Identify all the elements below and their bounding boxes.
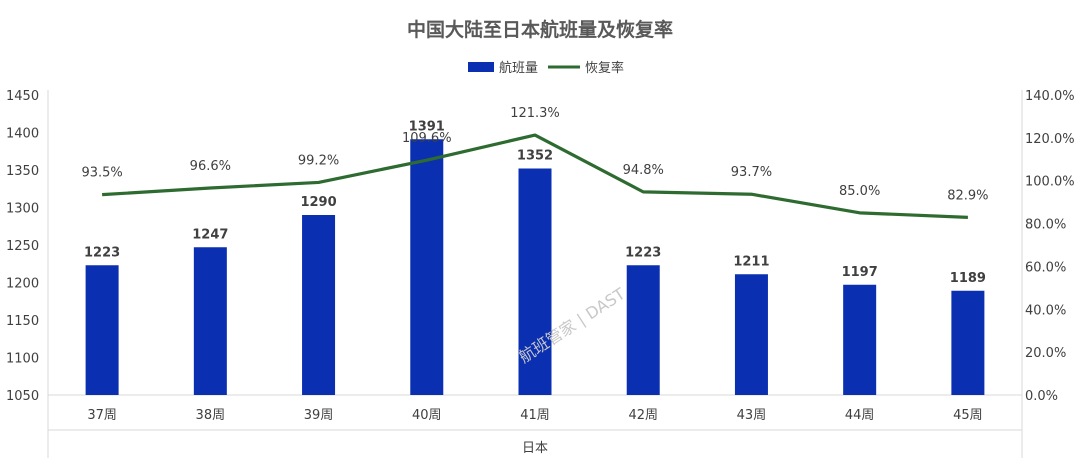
left-axis-tick-1300: 1300 xyxy=(6,202,39,217)
left-axis-tick-1150: 1150 xyxy=(6,314,39,329)
bar-40周 xyxy=(410,139,444,395)
x-axis-tick-37周: 37周 xyxy=(87,408,117,423)
left-axis-tick-1450: 1450 xyxy=(6,89,39,104)
x-axis-tick-44周: 44周 xyxy=(845,408,875,423)
x-axis-tick-39周: 39周 xyxy=(304,408,334,423)
line-series xyxy=(102,133,968,219)
legend-label-recovery-rate: 恢复率 xyxy=(585,60,624,76)
bar-39周 xyxy=(302,215,336,395)
legend-swatch-flights xyxy=(468,62,494,72)
line-label-42周: 94.8% xyxy=(623,163,664,178)
x-axis-tick-42周: 42周 xyxy=(628,408,658,423)
bar-label-37周: 1223 xyxy=(84,245,120,260)
line-label-44周: 85.0% xyxy=(839,184,880,199)
line-label-45周: 82.9% xyxy=(947,188,988,203)
line-label-37周: 93.5% xyxy=(81,166,122,181)
left-axis-tick-1250: 1250 xyxy=(6,239,39,254)
bar-37周 xyxy=(85,265,119,395)
x-axis-tick-41周: 41周 xyxy=(520,408,550,423)
line-label-40周: 109.6% xyxy=(402,131,452,146)
line-label-41周: 121.3% xyxy=(510,106,560,121)
right-axis-tick-100.0%: 100.0% xyxy=(1025,175,1075,190)
right-axis-tick-40.0%: 40.0% xyxy=(1025,303,1066,318)
recovery-rate-line xyxy=(102,133,968,219)
line-label-38周: 96.6% xyxy=(190,159,231,174)
right-axis-tick-140.0%: 140.0% xyxy=(1025,89,1075,104)
line-label-39周: 99.2% xyxy=(298,153,339,168)
right-axis-tick-0.0%: 0.0% xyxy=(1025,389,1058,404)
bar-label-45周: 1189 xyxy=(950,271,986,286)
right-y-axis: 140.0% 120.0% 100.0% 80.0% 60.0% 40.0% 20.0% 0.… xyxy=(1025,89,1075,404)
left-axis-tick-1200: 1200 xyxy=(6,277,39,292)
left-y-axis: 1450 1400 1350 1300 1250 1200 1150 1100 1050 xyxy=(6,89,39,404)
bar-label-44周: 1197 xyxy=(842,265,878,280)
x-axis-tick-40周: 40周 xyxy=(412,408,442,423)
bar-43周 xyxy=(734,274,768,395)
left-axis-tick-1400: 1400 xyxy=(6,127,39,142)
bar-label-41周: 1352 xyxy=(517,149,553,164)
x-axis-group-label: 日本 xyxy=(522,441,548,456)
bar-label-40周: 1391 xyxy=(409,119,445,134)
x-axis-tick-43周: 43周 xyxy=(737,408,767,423)
right-axis-tick-80.0%: 80.0% xyxy=(1025,218,1066,233)
left-axis-tick-1050: 1050 xyxy=(6,389,39,404)
bar-label-43周: 1211 xyxy=(733,254,769,269)
x-axis-tick-45周: 45周 xyxy=(953,408,983,423)
bar-41周 xyxy=(518,168,552,395)
bar-label-38周: 1247 xyxy=(192,227,228,242)
right-axis-tick-20.0%: 20.0% xyxy=(1025,346,1066,361)
chart-title: 中国大陆至日本航班量及恢复率 xyxy=(407,18,673,41)
bar-42周 xyxy=(626,265,660,395)
legend-label-flights: 航班量 xyxy=(499,60,538,76)
line-label-43周: 93.7% xyxy=(731,165,772,180)
right-axis-tick-60.0%: 60.0% xyxy=(1025,260,1066,275)
bar-label-42周: 1223 xyxy=(625,245,661,260)
bar-data-labels: 1223 1247 1290 1391 1352 1223 1211 1197 1189 xyxy=(84,119,986,286)
left-axis-tick-1350: 1350 xyxy=(6,164,39,179)
bar-series xyxy=(85,139,985,395)
bar-44周 xyxy=(843,284,877,395)
bar-label-39周: 1290 xyxy=(300,195,336,210)
left-axis-tick-1100: 1100 xyxy=(6,352,39,367)
line-data-labels: 93.5% 96.6% 99.2% 109.6% 121.3% 94.8% 93.7% 85.… xyxy=(81,106,988,203)
x-axis-tick-38周: 38周 xyxy=(196,408,226,423)
bar-38周 xyxy=(193,247,227,395)
bar-45周 xyxy=(951,290,985,395)
legend: 航班量 恢复率 xyxy=(468,60,624,76)
right-axis-tick-120.0%: 120.0% xyxy=(1025,132,1075,147)
